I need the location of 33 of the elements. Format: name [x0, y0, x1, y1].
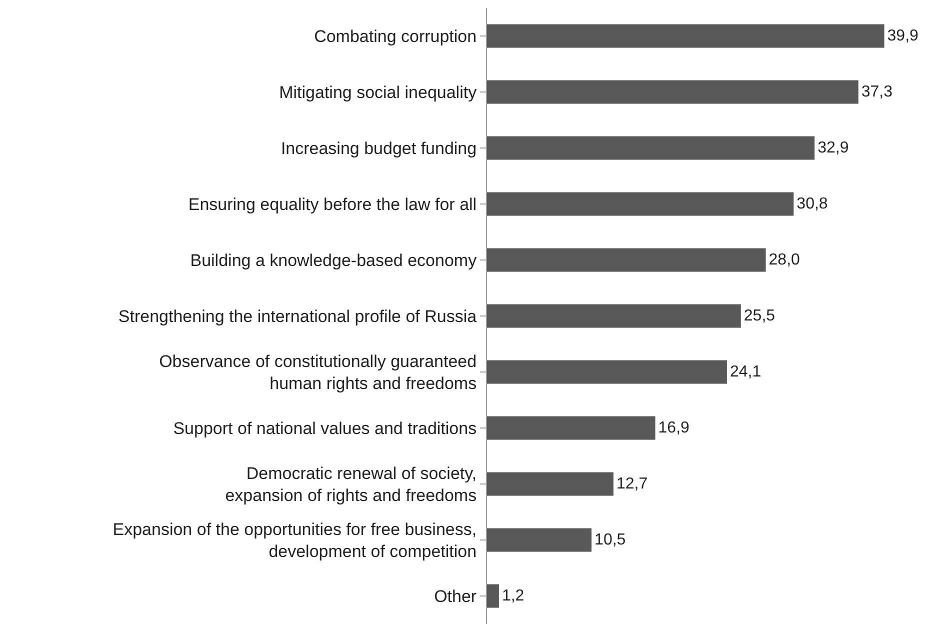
y-tick-label: Ensuring equality before the law for all: [188, 194, 477, 214]
y-tick-label: Combating corruption: [314, 26, 477, 46]
y-tick-label: Democratic renewal of society, expansion of rights and freedoms: [225, 464, 477, 505]
data-label: 24,1: [730, 364, 762, 380]
y-tick-label: Building a knowledge-based economy: [190, 250, 478, 270]
y-tick-label: Increasing budget funding: [280, 138, 477, 158]
data-label: 30,8: [796, 196, 828, 212]
y-tick-label: Strengthening the international profile of Russia: [118, 306, 478, 326]
bar: [487, 360, 727, 384]
y-tick-label: Observance of constitutionally guaranteed human rights and freedoms: [159, 352, 477, 393]
data-label: 39,9: [887, 28, 919, 44]
bar: [487, 472, 614, 496]
data-label: 1,2: [502, 588, 524, 604]
bar: [487, 80, 858, 104]
data-label: 25,5: [744, 308, 776, 324]
y-tick-label: Expansion of the opportunities for free business, development of competition: [112, 520, 477, 561]
data-label: 37,3: [861, 84, 893, 100]
y-tick-label: Other: [434, 586, 477, 606]
bar: [487, 528, 592, 552]
data-label: 12,7: [616, 476, 648, 492]
data-label: 32,9: [818, 140, 849, 156]
bar: [487, 136, 815, 160]
bar: [487, 24, 884, 48]
bar: [487, 416, 656, 440]
bar: [487, 248, 766, 272]
y-tick-label: Mitigating social inequality: [279, 82, 478, 102]
bar: [487, 304, 741, 328]
data-label: 16,9: [658, 420, 690, 436]
data-label: 28,0: [768, 252, 800, 268]
bar: [487, 192, 794, 216]
data-label: 10,5: [594, 532, 626, 548]
y-tick-label: Support of national values and traditions: [173, 418, 477, 438]
bar: [487, 584, 499, 608]
